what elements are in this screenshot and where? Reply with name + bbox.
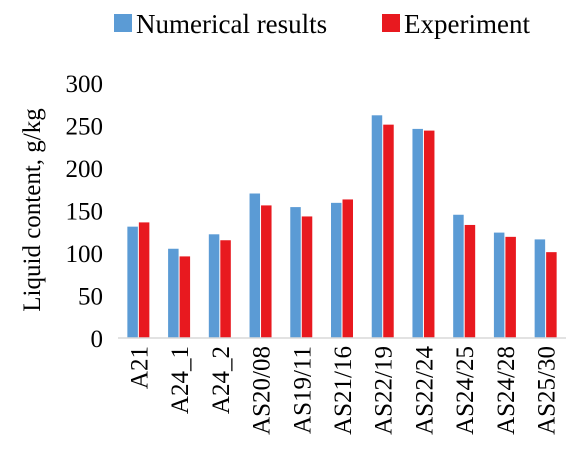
bar-experiment <box>505 236 516 338</box>
x-category-label: A21 <box>126 346 153 389</box>
y-tick-label: 100 <box>66 241 104 268</box>
x-category-label: AS19/11 <box>289 346 316 434</box>
bar-numerical-results <box>168 248 179 338</box>
y-tick-label: 50 <box>78 284 103 311</box>
bar-numerical-results <box>127 226 138 338</box>
bar-numerical-results <box>249 193 261 338</box>
x-category-label: AS25/30 <box>534 346 561 435</box>
bar-numerical-results <box>493 232 505 338</box>
x-category-label: AS21/16 <box>330 346 357 435</box>
bar-numerical-results <box>208 234 220 338</box>
bar-numerical-results <box>412 128 423 338</box>
y-tick-label: 300 <box>66 71 104 98</box>
bar-experiment <box>179 256 191 338</box>
x-axis-category-labels: A21 A24_1 A24_2 AS20/08 AS19/11 AS21/16 AS22/1… <box>126 346 560 435</box>
x-category-label: AS22/24 <box>411 346 438 435</box>
bar-numerical-results <box>331 202 342 338</box>
bar-numerical-results <box>290 207 301 338</box>
x-category-label: AS24/28 <box>493 346 520 435</box>
x-category-label: A24_2 <box>208 346 235 414</box>
y-tick-label: 0 <box>91 326 104 353</box>
bar-experiment <box>138 222 150 338</box>
x-category-label: AS22/19 <box>371 346 398 435</box>
x-category-label: AS24/25 <box>452 346 479 435</box>
y-tick-label: 150 <box>66 199 104 226</box>
y-tick-label: 200 <box>66 156 104 183</box>
bar-numerical-results <box>453 214 464 338</box>
bar-numerical-results <box>371 115 383 338</box>
y-axis-title: Liquid content, g/kg <box>19 108 46 312</box>
x-category-label: A24_1 <box>167 346 194 414</box>
legend-swatch-experiment <box>382 14 400 32</box>
legend-label-experiment: Experiment <box>404 9 530 39</box>
legend-swatch-numerical-results <box>114 14 132 32</box>
bar-experiment <box>342 199 353 338</box>
bar-experiment <box>261 205 272 338</box>
x-category-label: AS20/08 <box>249 346 276 435</box>
y-axis-tick-labels: 0 50 100 150 200 250 300 <box>66 71 104 353</box>
legend-label-numerical-results: Numerical results <box>136 9 327 39</box>
bar-experiment <box>301 216 313 338</box>
y-tick-label: 250 <box>66 114 104 141</box>
bar-experiment <box>220 240 231 338</box>
bar-experiment <box>423 130 435 338</box>
legend: Numerical results Experiment <box>114 9 530 39</box>
bar-numerical-results <box>534 239 546 338</box>
bar-experiment <box>464 224 476 338</box>
bar-experiment <box>383 124 394 339</box>
bar-experiment <box>546 252 557 338</box>
bars <box>127 115 557 339</box>
